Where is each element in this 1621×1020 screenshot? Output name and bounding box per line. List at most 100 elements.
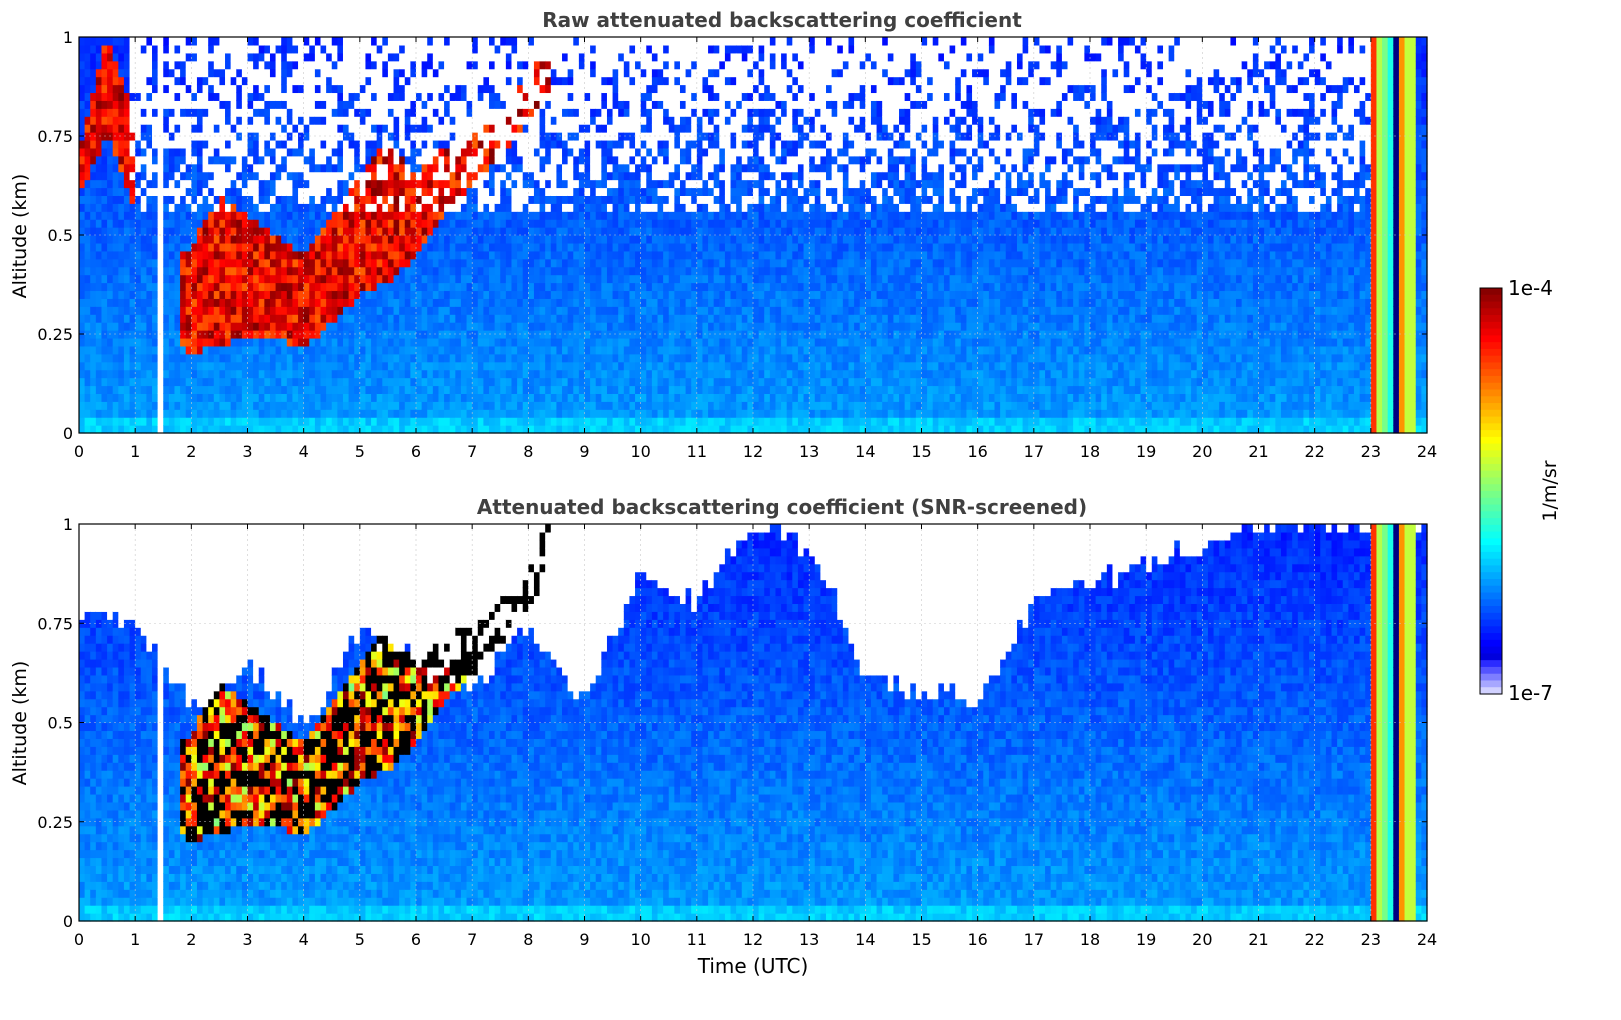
heatmap-cell	[623, 100, 631, 109]
heatmap-cell	[213, 250, 221, 260]
heatmap-cell	[309, 337, 316, 347]
heatmap-cell	[606, 76, 614, 86]
heatmap-cell	[556, 345, 563, 355]
heatmap-cell	[225, 108, 232, 117]
heatmap-cell	[556, 116, 563, 125]
heatmap-cell	[410, 171, 417, 181]
heatmap-cell	[387, 298, 395, 307]
heatmap-cell	[562, 298, 569, 307]
heatmap-cell	[326, 353, 333, 363]
heatmap-cell	[376, 409, 383, 418]
heatmap-cell	[163, 76, 170, 86]
heatmap-cell	[275, 52, 282, 62]
heatmap-cell	[517, 314, 524, 323]
heatmap-cell	[606, 219, 614, 228]
heatmap-cell	[146, 124, 153, 133]
heatmap-cell	[118, 68, 125, 78]
heatmap-cell	[371, 163, 378, 173]
heatmap-cell	[612, 266, 619, 276]
heatmap-cell	[191, 44, 198, 54]
heatmap-cell	[376, 266, 383, 276]
heatmap-cell	[241, 282, 249, 292]
heatmap-cell	[269, 124, 277, 133]
heatmap-cell	[320, 290, 327, 299]
heatmap-cell	[95, 171, 103, 181]
heatmap-cell	[101, 242, 108, 252]
heatmap-cell	[281, 124, 288, 133]
heatmap-cell	[264, 314, 271, 323]
heatmap-cell	[382, 235, 389, 244]
heatmap-cell	[348, 37, 355, 46]
heatmap-cell	[298, 179, 305, 189]
heatmap-cell	[371, 44, 378, 54]
heatmap-cell	[286, 345, 294, 355]
heatmap-cell	[472, 179, 479, 189]
heatmap-cell	[84, 203, 91, 212]
heatmap-cell	[191, 92, 198, 101]
heatmap-cell	[230, 385, 237, 394]
heatmap-cell	[348, 68, 355, 78]
heatmap-cell	[399, 361, 406, 371]
heatmap-cell	[517, 377, 524, 387]
heatmap-cell	[500, 266, 507, 276]
heatmap-cell	[292, 139, 299, 149]
heatmap-cell	[79, 227, 86, 236]
heatmap-cell	[152, 219, 159, 228]
heatmap-cell	[365, 76, 372, 86]
heatmap-cell	[342, 337, 350, 347]
heatmap-cell	[573, 274, 580, 284]
heatmap-cell	[185, 68, 192, 78]
heatmap-cell	[578, 187, 586, 196]
heatmap-cell	[292, 361, 299, 371]
heatmap-cell	[483, 242, 490, 252]
heatmap-cell	[545, 425, 552, 434]
heatmap-cell	[112, 298, 119, 307]
heatmap-cell	[230, 68, 237, 78]
heatmap-cell	[129, 330, 136, 339]
heatmap-cell	[556, 314, 563, 323]
heatmap-cell	[455, 147, 462, 157]
heatmap-cell	[421, 155, 428, 165]
heatmap-cell	[528, 330, 535, 339]
heatmap-cell	[466, 116, 473, 125]
heatmap-cell	[562, 290, 569, 299]
heatmap-cell	[539, 377, 546, 387]
heatmap-cell	[152, 84, 159, 94]
heatmap-cell	[320, 266, 327, 276]
heatmap-cell	[180, 314, 187, 323]
heatmap-cell	[606, 401, 614, 410]
heatmap-cell	[511, 171, 518, 181]
heatmap-cell	[331, 76, 338, 86]
heatmap-cell	[202, 235, 209, 244]
heatmap-cell	[95, 44, 103, 54]
heatmap-cell	[331, 369, 338, 379]
heatmap-cell	[612, 337, 619, 347]
heatmap-cell	[404, 345, 411, 355]
heatmap-cell	[584, 322, 591, 331]
heatmap-cell	[359, 425, 367, 434]
heatmap-cell	[421, 377, 428, 387]
heatmap-cell	[129, 132, 136, 141]
heatmap-cell	[618, 211, 625, 220]
heatmap-cell	[135, 203, 142, 212]
heatmap-cell	[258, 44, 265, 54]
heatmap-cell	[247, 203, 254, 212]
heatmap-cell	[163, 314, 170, 323]
heatmap-cell	[84, 155, 91, 165]
heatmap-cell	[342, 147, 350, 157]
heatmap-cell	[225, 84, 232, 94]
heatmap-cell	[309, 322, 316, 331]
heatmap-cell	[505, 377, 513, 387]
heatmap-cell	[562, 377, 569, 387]
heatmap-cell	[606, 274, 614, 284]
heatmap-cell	[219, 369, 226, 379]
heatmap-cell	[314, 68, 322, 78]
heatmap-cell	[112, 385, 119, 394]
heatmap-cell	[342, 179, 350, 189]
heatmap-cell	[202, 290, 209, 299]
heatmap-cell	[550, 195, 558, 204]
heatmap-cell	[444, 282, 451, 292]
heatmap-cell	[101, 52, 108, 62]
heatmap-cell	[298, 274, 305, 284]
heatmap-cell	[623, 179, 631, 189]
